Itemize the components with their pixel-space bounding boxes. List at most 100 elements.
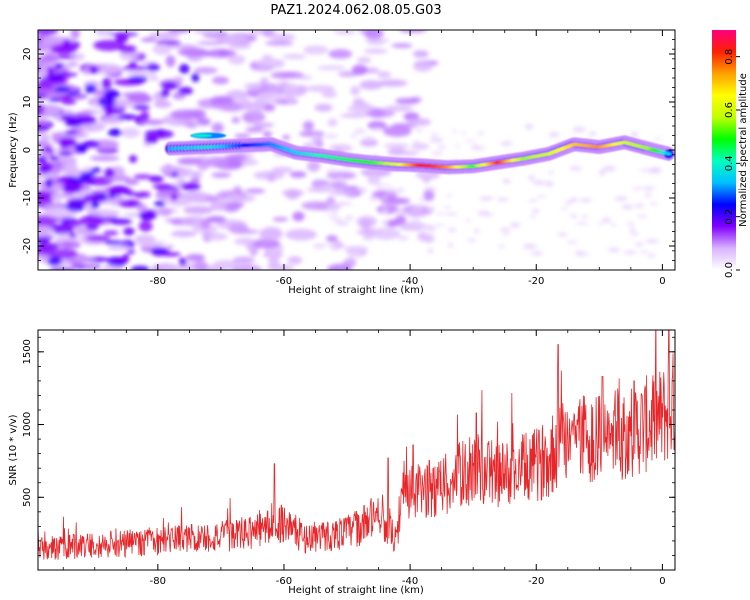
snr-xtick-label: -40 bbox=[402, 576, 418, 587]
spectrogram-cell-faint bbox=[614, 196, 628, 202]
spectrogram-cell bbox=[39, 135, 51, 142]
spectrogram-cell-faint bbox=[478, 146, 486, 151]
spectrogram-cell bbox=[327, 118, 338, 127]
spectrogram-cell bbox=[159, 267, 182, 270]
spectrogram-cell-faint bbox=[381, 219, 389, 226]
spectrogram-cell-faint bbox=[598, 223, 603, 226]
spectrogram-cell-faint bbox=[326, 168, 338, 174]
spectrogram-cell bbox=[140, 37, 157, 42]
spectrogram-cell-faint bbox=[530, 251, 544, 256]
spectrogram-cell bbox=[371, 227, 401, 240]
spectrogram-cell bbox=[140, 119, 166, 125]
spectrogram-cell bbox=[70, 30, 80, 40]
spectrogram-cell bbox=[326, 235, 338, 243]
spectrogram-cell-faint bbox=[328, 243, 338, 249]
snr-xlabel: Height of straight line (km) bbox=[288, 585, 424, 596]
spectrogram-cell-strong bbox=[148, 175, 164, 183]
spectrogram-cell bbox=[262, 30, 274, 38]
spectrogram-cell-faint bbox=[474, 228, 480, 234]
spectrogram-cell-faint bbox=[643, 195, 653, 198]
spectrogram-cell bbox=[317, 65, 347, 70]
spectrogram-ytick-label: 10 bbox=[22, 96, 33, 109]
spectrogram-cell-faint bbox=[504, 141, 510, 145]
spectrogram-cell bbox=[120, 127, 141, 138]
spectrogram-cell-faint bbox=[466, 238, 476, 241]
spectrogram-cell bbox=[301, 201, 332, 211]
spectrogram-cell-faint bbox=[446, 194, 453, 197]
spectrogram-cell-faint bbox=[444, 212, 458, 216]
spectrogram-cell-faint bbox=[482, 213, 495, 217]
spectrogram-cell bbox=[409, 207, 423, 218]
spectrogram-cell-faint bbox=[448, 242, 454, 248]
spectrogram-cell bbox=[272, 217, 289, 222]
spectrogram-cell-strong bbox=[62, 39, 72, 49]
spectrogram-cell bbox=[423, 233, 435, 244]
spectrogram-cell-faint bbox=[436, 212, 445, 216]
spectrogram-cell bbox=[298, 130, 325, 137]
spectrogram-cell-strong bbox=[178, 86, 193, 95]
spectrogram-cell-faint bbox=[611, 223, 617, 227]
spectrogram-cell-faint bbox=[579, 198, 592, 203]
spectrogram-cell-faint bbox=[400, 211, 410, 216]
spectrogram-cell-strong bbox=[53, 86, 71, 93]
spectrogram-cell bbox=[212, 76, 230, 85]
spectrogram-cell-faint bbox=[330, 217, 343, 222]
spectrogram-cell bbox=[228, 41, 252, 49]
spectrogram-cell-faint bbox=[338, 146, 346, 152]
spectrogram-cell-faint bbox=[425, 225, 431, 229]
spectrogram-cell-strong bbox=[83, 194, 102, 202]
spectrogram-cell bbox=[328, 49, 353, 59]
spectrogram-cell bbox=[266, 264, 295, 270]
spectrogram-cell bbox=[253, 100, 266, 110]
spectrogram-cell bbox=[61, 98, 77, 105]
spectrogram-cell-faint bbox=[575, 221, 589, 225]
spectrogram-cell bbox=[103, 230, 119, 236]
spectrogram-cell-faint bbox=[496, 197, 509, 202]
spectrogram-cell-strong bbox=[38, 236, 50, 244]
spectrogram-cell-strong bbox=[60, 217, 78, 222]
snr-ytick-label: 1000 bbox=[22, 412, 33, 437]
spectrogram-cell-faint bbox=[532, 208, 540, 214]
spectrogram-cell bbox=[245, 127, 265, 133]
spectrogram-cell-faint bbox=[312, 243, 327, 249]
spectrogram-cell-faint bbox=[414, 128, 424, 132]
spectrogram-cell-faint bbox=[536, 195, 547, 198]
snr-ticks: -80 -60 -40 -20 0 500 1000 1500 bbox=[22, 330, 675, 587]
spectrogram-cell bbox=[50, 43, 78, 55]
spectrogram-cell bbox=[359, 138, 379, 147]
spectrogram-cell-faint bbox=[418, 198, 426, 202]
spectrogram-cell-faint bbox=[524, 123, 534, 130]
spectrogram-cell bbox=[153, 100, 172, 109]
spectrogram-cell-strong bbox=[90, 200, 100, 209]
spectrogram-cell bbox=[197, 40, 224, 46]
spectrogram-cell bbox=[54, 55, 76, 60]
spectrogram-cell-faint bbox=[632, 186, 643, 191]
spectrogram-ylabel: Frequency (Hz) bbox=[8, 112, 19, 188]
spectrogram-cell bbox=[213, 260, 240, 270]
spectrogram-cell bbox=[194, 260, 209, 270]
spectrogram-cell bbox=[165, 55, 176, 68]
spectrogram-cell-faint bbox=[362, 236, 375, 241]
spectrogram-cell bbox=[204, 156, 232, 168]
spectrogram-cell bbox=[89, 209, 121, 218]
spectrogram-cell bbox=[218, 49, 228, 56]
spectrogram-cell bbox=[285, 91, 295, 104]
spectrogram-cell-faint bbox=[465, 218, 471, 222]
spectrogram-cell-strong bbox=[157, 128, 165, 137]
spectrogram-cell-strong bbox=[144, 135, 158, 144]
spectrogram-cell bbox=[125, 71, 158, 77]
spectrogram-cell-strong bbox=[90, 167, 102, 174]
spectrogram-cell-strong bbox=[117, 113, 137, 121]
spectrogram-cell bbox=[165, 244, 174, 250]
spectrogram-cell bbox=[282, 134, 291, 141]
spectrogram-cell bbox=[267, 256, 280, 266]
spectrogram-cell bbox=[49, 267, 75, 270]
spectrogram-cell bbox=[411, 143, 430, 150]
spectrogram-cell bbox=[377, 79, 408, 87]
snr-xtick-label: -60 bbox=[276, 576, 292, 587]
spectrogram-cell bbox=[326, 171, 357, 180]
spectrogram-cell bbox=[253, 170, 285, 180]
spectrogram-cell-strong bbox=[108, 191, 116, 200]
colorbar-tick-label: 0.4 bbox=[724, 155, 735, 171]
spectrogram-cell bbox=[367, 174, 381, 185]
